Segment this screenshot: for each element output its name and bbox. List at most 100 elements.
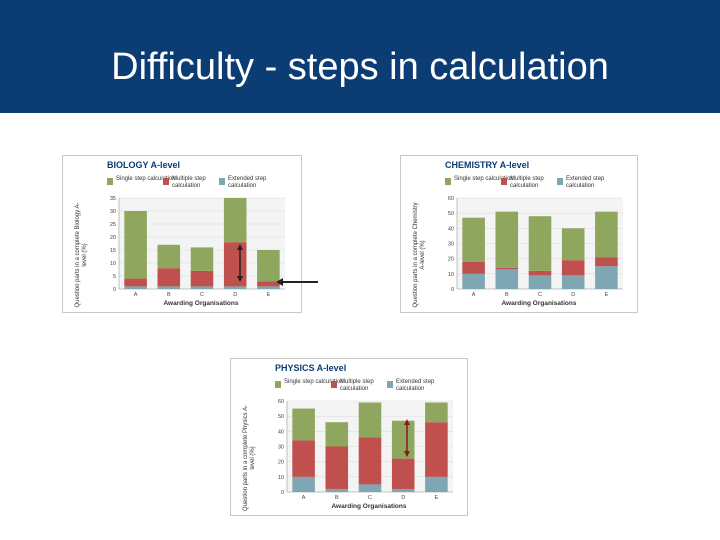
legend-swatch-single: [107, 178, 113, 185]
title-banner: Difficulty - steps in calculation: [0, 0, 720, 113]
y-tick-label: 30: [448, 242, 454, 248]
legend-swatch-single: [445, 178, 451, 185]
y-tick-label: 10: [110, 261, 116, 267]
chart-title: CHEMISTRY A-level: [445, 160, 530, 170]
y-tick-label: 40: [278, 429, 284, 435]
x-tick-label: A: [472, 292, 476, 298]
y-tick-label: 50: [448, 211, 454, 217]
bar-single-D: [223, 198, 247, 243]
legend-swatch-extended: [387, 381, 393, 388]
bar-multiple-A: [124, 278, 147, 287]
legend-label: Multiple step calculation: [172, 176, 206, 189]
legend-item-single: Single step calculation: [445, 176, 515, 194]
bar-single-A: [292, 408, 315, 441]
legend-item-multiple: Multiple step calculation: [163, 176, 233, 194]
bar-extended-E: [425, 476, 448, 492]
chart-plot: 0 5 10 15 20 25 30 35 A B C D E: [110, 196, 285, 298]
x-tick-label: D: [401, 495, 405, 501]
x-tick-label: C: [200, 292, 204, 298]
legend-item-multiple: Multiple step calculation: [501, 176, 571, 194]
y-tick-label: 50: [278, 414, 284, 420]
chemistry-chart-panel: CHEMISTRY A-level Single step calculatio…: [400, 155, 638, 313]
x-tick-label: B: [335, 495, 339, 501]
y-tick-label: 5: [113, 274, 116, 280]
x-tick-label: E: [435, 495, 439, 501]
legend-item-extended: Extended step calculation: [557, 176, 627, 194]
bar-multiple-C: [190, 270, 214, 287]
bar-extended-B: [495, 269, 519, 289]
bar-single-E: [425, 402, 448, 423]
legend-item-single: Single step calculation: [107, 176, 177, 194]
bar-multiple-B: [495, 267, 519, 270]
y-tick-label: 25: [110, 222, 116, 228]
physics-chart-panel: PHYSICS A-level Single step calculation …: [230, 358, 468, 516]
biology-chart-panel: BIOLOGY A-level Single step calculation …: [62, 155, 302, 313]
bar-single-E: [595, 211, 618, 258]
y-tick-label: 20: [278, 460, 284, 466]
bar-multiple-E: [425, 422, 448, 477]
x-axis-label: Awarding Organisations: [501, 300, 577, 307]
legend-label: Multiple step calculation: [340, 379, 374, 392]
x-tick-label: B: [167, 292, 171, 298]
y-tick-label: 30: [110, 209, 116, 215]
x-axis-label: Awarding Organisations: [331, 503, 407, 510]
bar-multiple-A: [292, 440, 315, 477]
x-tick-label: A: [302, 495, 306, 501]
y-tick-label: 30: [278, 445, 284, 451]
y-tick-label: 60: [278, 399, 284, 405]
x-tick-label: C: [368, 495, 372, 501]
y-tick-label: 0: [451, 287, 454, 293]
legend-label: Extended step calculation: [566, 176, 605, 189]
bar-single-E: [257, 250, 280, 282]
bar-multiple-E: [257, 281, 280, 287]
bar-multiple-D: [391, 458, 415, 489]
bar-extended-E: [257, 286, 280, 289]
y-tick-label: 20: [110, 235, 116, 241]
bar-multiple-D: [223, 242, 247, 287]
y-tick-label: 20: [448, 257, 454, 263]
bar-extended-E: [595, 266, 618, 289]
bar-single-D: [561, 228, 585, 261]
bar-single-B: [325, 422, 349, 447]
legend-swatch-multiple: [163, 178, 169, 185]
x-tick-label: E: [267, 292, 271, 298]
chart-plot: 0 10 20 30 40 50 60 A B C D E: [278, 399, 453, 501]
x-tick-label: A: [134, 292, 138, 298]
bar-extended-B: [325, 488, 349, 492]
x-tick-label: D: [233, 292, 237, 298]
bar-extended-A: [292, 476, 315, 492]
bar-extended-B: [157, 286, 181, 289]
bar-multiple-B: [325, 446, 349, 489]
legend-item-extended: Extended step calculation: [387, 379, 457, 397]
chart-plot: 0 10 20 30 40 50 60 A B C D E: [448, 196, 623, 298]
chart-title: PHYSICS A-level: [275, 363, 347, 373]
legend-item-extended: Extended step calculation: [219, 176, 289, 194]
x-tick-label: E: [605, 292, 609, 298]
legend-item-single: Single step calculation: [275, 379, 345, 397]
bar-extended-D: [561, 275, 585, 289]
bar-multiple-C: [358, 437, 382, 485]
legend-swatch-multiple: [501, 178, 507, 185]
legend-label: Single step calculation: [284, 379, 344, 385]
bar-single-C: [190, 247, 214, 271]
legend-item-multiple: Multiple step calculation: [331, 379, 401, 397]
bar-extended-C: [190, 286, 214, 289]
y-tick-label: 0: [113, 287, 116, 293]
bar-multiple-A: [462, 261, 485, 274]
slide-title: Difficulty - steps in calculation: [111, 46, 609, 88]
x-tick-label: B: [505, 292, 509, 298]
bar-multiple-D: [561, 260, 585, 276]
bar-single-C: [358, 402, 382, 438]
legend-label: Extended step calculation: [396, 379, 435, 392]
legend-swatch-multiple: [331, 381, 337, 388]
bar-single-A: [124, 211, 147, 279]
x-tick-label: D: [571, 292, 575, 298]
bar-single-D: [391, 420, 415, 459]
y-tick-label: 15: [110, 248, 116, 254]
bar-extended-A: [124, 286, 147, 289]
x-tick-label: C: [538, 292, 542, 298]
y-tick-label: 40: [448, 226, 454, 232]
legend-label: Single step calculation: [116, 176, 176, 182]
y-tick-label: 10: [448, 272, 454, 278]
bar-extended-D: [223, 286, 247, 289]
